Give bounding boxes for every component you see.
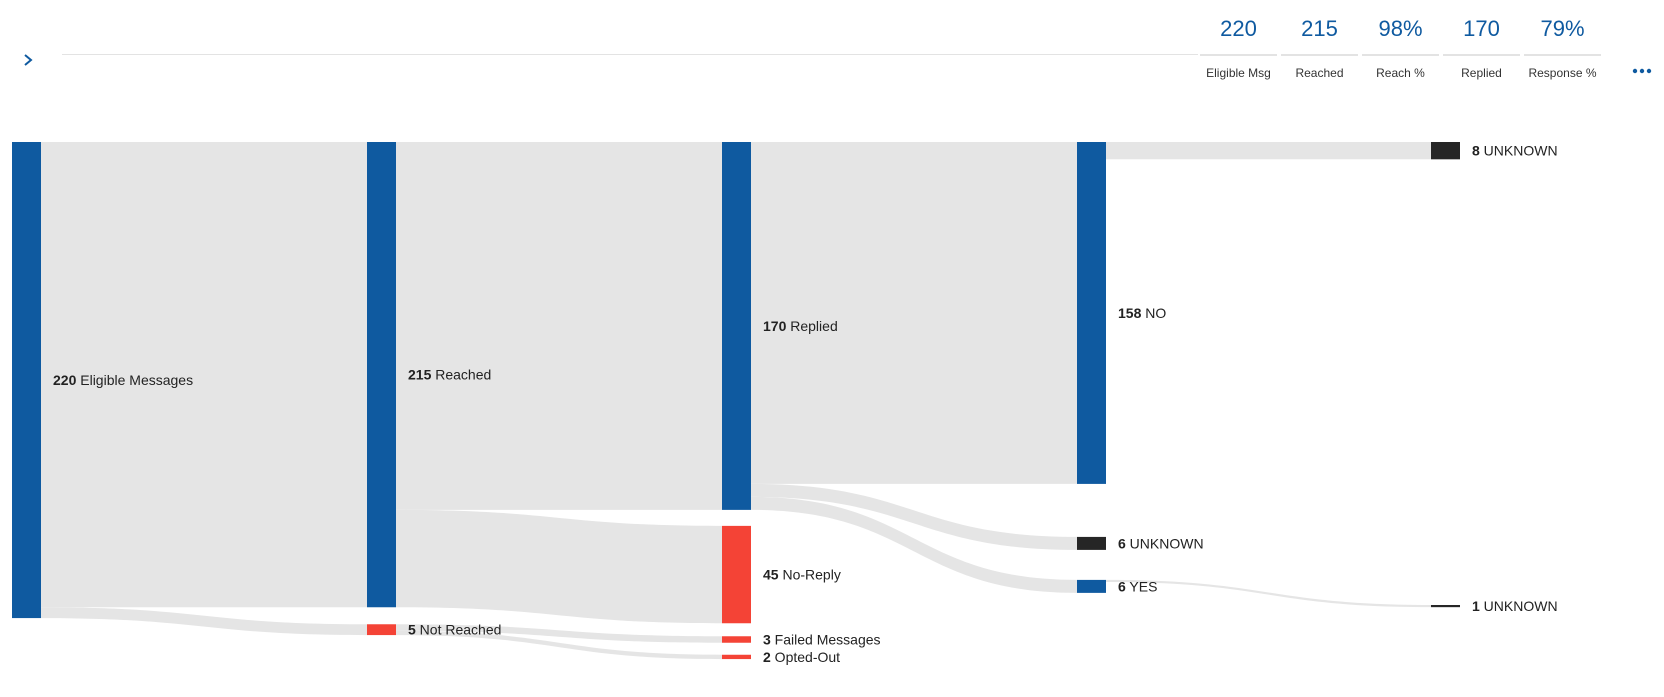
sankey-node-name: UNKNOWN [1126,535,1204,551]
sankey-node-value: 215 [408,367,432,383]
kpi-divider [1362,54,1439,56]
kpi-divider [1200,54,1277,56]
header-divider [62,54,1198,55]
sankey-node-unknown_a [1077,536,1106,550]
sankey-node-label: 215 Reached [408,367,491,383]
kpi-replied: 170 Replied [1443,14,1520,80]
sankey-node-name: Eligible Messages [76,372,193,388]
sankey-node-replied [722,142,751,510]
sankey-node-label: 1 UNKNOWN [1472,598,1558,614]
sankey-link-not_reached-opted_out [396,630,722,660]
sankey-node-no_reply [722,525,751,624]
kpi-value: 79% [1540,16,1585,41]
sankey-node-value: 220 [53,372,77,388]
kpi-value: 170 [1463,16,1500,41]
sankey-node-value: 5 [408,622,416,638]
sankey-node-opted_out [722,654,751,660]
kpi-divider [1524,54,1601,56]
sankey-node-name: NO [1141,305,1166,321]
sankey-node-not_reached [367,624,396,636]
sankey-node-name: Opted-Out [771,649,840,665]
kpi-label: Reach % [1376,66,1425,80]
sankey-node-name: Reached [431,367,491,383]
sankey-node-label: 2 Opted-Out [763,649,840,665]
sankey-node-name: Failed Messages [771,632,881,648]
kpi-value: 215 [1301,16,1338,41]
sankey-node-label: 3 Failed Messages [763,632,881,648]
sankey-link-no-unknown_b [1106,142,1431,160]
more-horizontal-icon [1632,61,1652,79]
sankey-node-yes [1077,579,1106,593]
sankey-node-value: 8 [1472,143,1480,159]
sankey-node-name: YES [1126,578,1158,594]
sankey-node-name: UNKNOWN [1480,143,1558,159]
sankey-node-label: 170 Replied [763,318,838,334]
sankey-node-label: 6 UNKNOWN [1118,535,1204,551]
sankey-node-value: 6 [1118,535,1126,551]
sankey-node-unknown_c [1431,605,1460,608]
more-options-button[interactable] [1630,58,1654,82]
kpi-response-percent: 79% Response % [1524,14,1601,80]
kpi-value: 98% [1378,16,1423,41]
sankey-node-eligible [12,142,41,619]
sankey-node-value: 158 [1118,305,1142,321]
sankey-link-replied-no [751,142,1077,484]
kpi-label: Replied [1461,66,1502,80]
expand-toggle-button[interactable] [16,48,40,72]
sankey-node-label: 5 Not Reached [408,622,501,638]
kpi-divider [1443,54,1520,56]
sankey-link-replied-unknown_a [751,483,1077,550]
sankey-node-label: 220 Eligible Messages [53,372,193,388]
sankey-node-name: Replied [786,318,837,334]
sankey-node-value: 6 [1118,578,1126,594]
kpi-reached: 215 Reached [1281,14,1358,80]
sankey-node-label: 158 NO [1118,305,1166,321]
sankey-link-eligible-not_reached [41,607,367,636]
kpi-label: Response % [1528,66,1597,80]
kpi-value: 220 [1220,16,1257,41]
sankey-node-value: 170 [763,318,787,334]
sankey-link-replied-yes [751,496,1077,593]
sankey-node-value: 1 [1472,598,1480,614]
sankey-link-not_reached-failed [396,624,722,643]
sankey-node-unknown_b [1431,142,1460,160]
kpi-label: Eligible Msg [1206,66,1271,80]
sankey-node-no [1077,142,1106,484]
sankey-node-label: 6 YES [1118,578,1157,594]
sankey-node-name: No-Reply [779,567,841,583]
chevron-right-icon [22,53,34,67]
sankey-node-name: Not Reached [416,622,502,638]
sankey-link-reached-replied [396,142,722,510]
sankey-link-yes-unknown_c [1106,579,1431,608]
kpi-divider [1281,54,1358,56]
sankey-node-value: 3 [763,632,771,648]
sankey-node-label: 45 No-Reply [763,567,841,583]
sankey-link-reached-no_reply [396,509,722,624]
sankey-node-name: UNKNOWN [1480,598,1558,614]
sankey-link-eligible-reached [41,142,367,608]
kpi-reach-percent: 98% Reach % [1362,14,1439,80]
sankey-node-label: 8 UNKNOWN [1472,143,1558,159]
kpi-summary-bar: 220 Eligible Msg 215 Reached 98% Reach %… [1200,14,1601,80]
kpi-label: Reached [1295,66,1344,80]
kpi-eligible-msg: 220 Eligible Msg [1200,14,1277,80]
sankey-node-failed [722,636,751,643]
sankey-node-reached [367,142,396,608]
sankey-node-value: 2 [763,649,771,665]
sankey-node-value: 45 [763,567,779,583]
